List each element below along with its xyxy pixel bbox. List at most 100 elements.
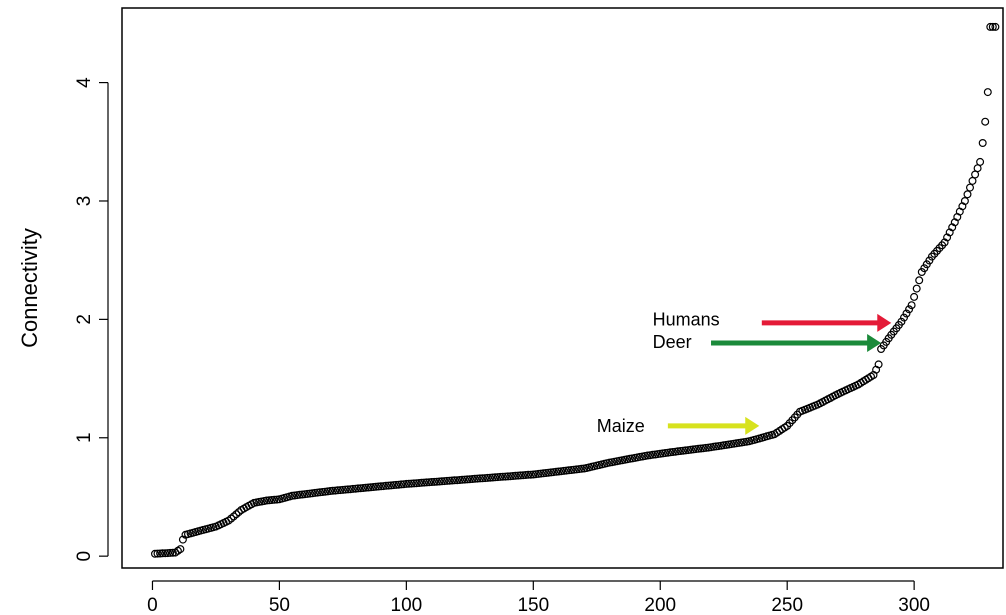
- data-point: [673, 447, 682, 456]
- data-point: [488, 473, 497, 482]
- y-tick-label: 0: [74, 551, 95, 562]
- data-point: [503, 472, 512, 481]
- x-tick-label: 200: [644, 595, 676, 615]
- annotations: Humans Deer Maize: [597, 309, 892, 436]
- data-point: [448, 476, 457, 485]
- data-point: [509, 472, 518, 481]
- data-point: [981, 117, 990, 126]
- data-point: [907, 301, 916, 310]
- data-point: [455, 476, 464, 485]
- x-axis: 0 50 100 150 200 250 300: [147, 580, 930, 615]
- data-point: [417, 478, 426, 487]
- data-point: [341, 485, 350, 494]
- data-point: [897, 317, 906, 326]
- data-point: [493, 473, 502, 482]
- y-tick-label: 3: [74, 196, 95, 207]
- data-point: [425, 478, 434, 487]
- data-point: [364, 483, 373, 492]
- data-point: [321, 487, 330, 496]
- data-point: [229, 512, 238, 521]
- data-point: [336, 486, 345, 495]
- data-point: [333, 486, 342, 495]
- data-point: [153, 549, 162, 558]
- data-point: [176, 545, 185, 554]
- data-point: [458, 475, 467, 484]
- data-point: [361, 483, 370, 492]
- data-point: [976, 157, 985, 166]
- data-point: [902, 309, 911, 318]
- data-point: [437, 477, 446, 486]
- data-point: [925, 256, 934, 265]
- data-point: [496, 472, 505, 481]
- data-point: [549, 468, 558, 477]
- data-point: [227, 514, 236, 523]
- annotation-label: Humans: [653, 309, 720, 329]
- data-point: [445, 476, 454, 485]
- data-point: [377, 482, 386, 491]
- data-point: [899, 313, 908, 322]
- data-point: [161, 549, 170, 558]
- data-point: [531, 470, 540, 479]
- data-point: [912, 284, 921, 293]
- data-point: [440, 477, 449, 486]
- data-point: [453, 476, 462, 485]
- data-point: [978, 139, 987, 148]
- data-point: [905, 305, 914, 314]
- data-point: [498, 472, 507, 481]
- data-point: [468, 475, 477, 484]
- data-point: [983, 88, 992, 97]
- data-point: [569, 465, 578, 474]
- x-tick-label: 100: [391, 595, 423, 615]
- data-point: [960, 197, 969, 206]
- data-point: [328, 486, 337, 495]
- data-point: [915, 276, 924, 285]
- x-tick-label: 0: [147, 595, 158, 615]
- annotation-label: Maize: [597, 416, 645, 436]
- data-point: [491, 473, 500, 482]
- data-point: [366, 483, 375, 492]
- data-point: [501, 472, 510, 481]
- data-point: [303, 489, 312, 498]
- data-point: [991, 22, 1000, 31]
- data-point: [432, 477, 441, 486]
- data-point: [399, 480, 408, 489]
- data-point: [384, 481, 393, 490]
- data-point: [557, 467, 566, 476]
- data-point: [648, 450, 657, 459]
- data-point: [232, 510, 241, 519]
- y-axis-label: Connectivity: [17, 228, 42, 348]
- annotation-label: Deer: [653, 332, 692, 352]
- data-point: [481, 474, 490, 483]
- data-point: [470, 474, 479, 483]
- data-point: [524, 470, 533, 479]
- data-point: [483, 473, 492, 482]
- x-tick-label: 300: [898, 595, 930, 615]
- data-point: [262, 496, 271, 505]
- data-point: [415, 479, 424, 488]
- data-point: [427, 478, 436, 487]
- data-point: [536, 469, 545, 478]
- y-tick-label: 4: [74, 77, 95, 88]
- annotation-arrow-head: [877, 313, 892, 332]
- data-point: [163, 549, 172, 558]
- data-point: [511, 471, 520, 480]
- data-point: [443, 476, 452, 485]
- data-point: [514, 471, 523, 480]
- data-point: [270, 495, 279, 504]
- data-point: [404, 479, 413, 488]
- data-point: [349, 484, 358, 493]
- plot-frame: [121, 7, 1004, 569]
- data-point: [516, 471, 525, 480]
- data-point: [151, 549, 160, 558]
- data-point: [397, 480, 406, 489]
- data-point: [374, 482, 383, 491]
- data-point: [988, 22, 997, 31]
- data-point: [410, 479, 419, 488]
- data-point: [156, 549, 165, 558]
- data-point: [544, 468, 553, 477]
- data-point: [369, 483, 378, 492]
- annotation-arrow-head: [745, 416, 760, 435]
- data-point: [168, 548, 177, 557]
- data-point: [356, 484, 365, 493]
- data-point: [521, 471, 530, 480]
